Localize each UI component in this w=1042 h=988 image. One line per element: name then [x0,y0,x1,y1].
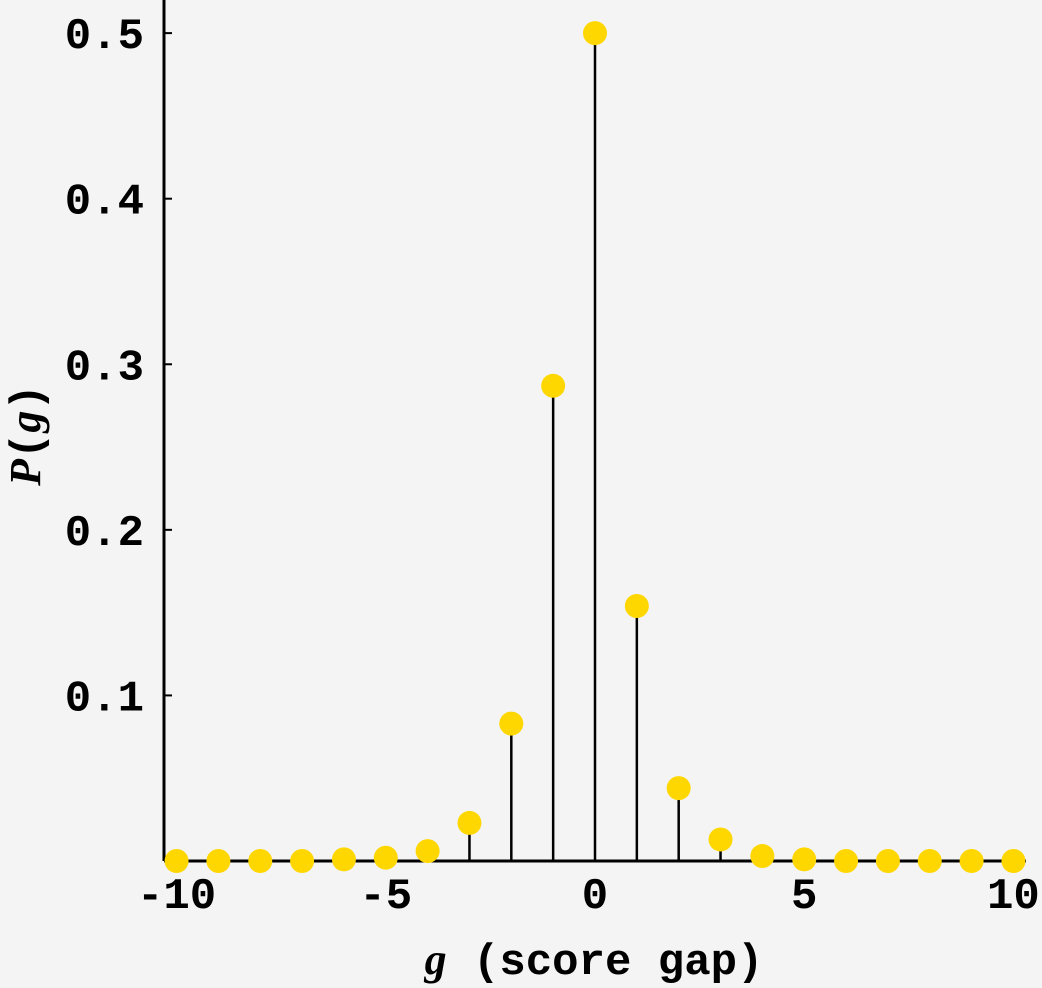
x-axis-title-text: (score gap) [447,938,764,988]
x-tick-label: 10 [987,872,1040,922]
tick-labels: -10 -5 0 5 10 0.1 0.2 0.3 0.4 0.5 [65,12,1040,922]
y-axis-title: P(g) [1,384,54,487]
y-tick-label: 0.3 [65,343,144,393]
data-point [415,839,440,864]
data-point [164,849,189,873]
y-axis-title-open-paren: ( [4,433,54,459]
data-point [834,849,859,873]
data-point [666,776,691,801]
data-point [1001,849,1026,873]
data-point [750,844,775,869]
x-tick-label: -5 [359,872,412,922]
data-point [457,810,482,835]
x-tick-label: 5 [791,872,817,922]
x-axis-title-variable: g [424,935,447,984]
y-tick-label: 0.4 [65,178,144,228]
data-point [331,847,356,872]
data-point [373,845,398,870]
data-point [541,373,566,398]
data-point [290,849,315,873]
y-axis-title-argument: g [1,411,50,434]
data-point [206,849,231,873]
data-point [875,849,900,873]
y-tick-label: 0.5 [65,12,144,62]
data-point [248,849,273,873]
y-tick-label: 0.2 [65,509,144,559]
data-point [792,847,817,872]
y-tick-label: 0.1 [65,674,144,724]
x-tick-label: 0 [582,872,608,922]
data-point [708,827,733,852]
tick-marks [164,32,1015,861]
y-axis-title-variable: P [1,458,50,487]
data-point [959,849,984,873]
x-tick-label: -10 [137,872,216,922]
data-point [917,849,942,873]
data-point [499,711,524,736]
y-axis-title-close-paren: ) [4,384,54,410]
data-point [583,21,607,46]
x-axis-title: g (score gap) [424,935,764,988]
data-point [624,594,649,619]
stem-lines [342,33,806,861]
data-points [164,21,1026,873]
